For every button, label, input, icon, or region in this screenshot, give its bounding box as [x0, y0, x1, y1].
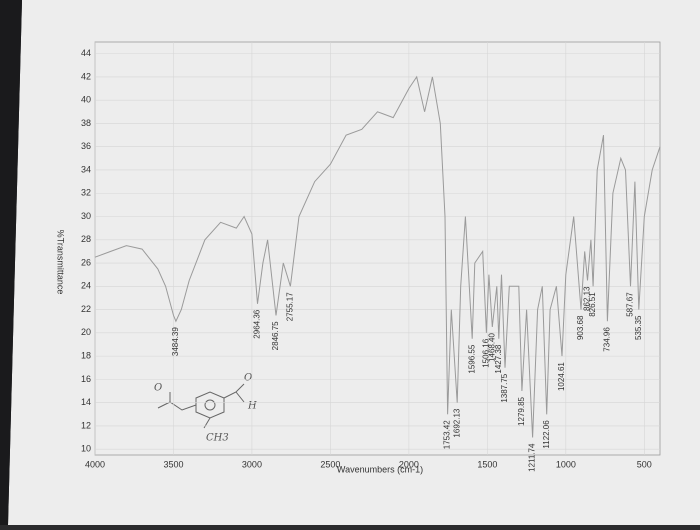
peak-label: 1211.74 — [528, 443, 537, 472]
peak-label: 1024.61 — [557, 362, 566, 391]
y-tick-label: 22 — [81, 304, 91, 314]
y-tick-label: 34 — [81, 164, 91, 174]
peak-label: 1279.85 — [517, 396, 526, 425]
peak-label: 734.96 — [603, 327, 612, 352]
spectrum-line — [94, 75, 661, 438]
y-tick-label: 14 — [81, 397, 91, 407]
peak-label: 1692.13 — [452, 408, 461, 437]
y-tick-label: 42 — [81, 71, 91, 81]
y-tick-label: 38 — [81, 118, 91, 128]
handwriting: O — [154, 383, 162, 394]
y-axis-label: %Transmittance — [56, 230, 66, 295]
handwriting: CH3 — [206, 433, 229, 444]
peak-label: 587.67 — [626, 292, 635, 317]
peak-label: 2964.36 — [253, 309, 262, 338]
y-tick-label: 28 — [81, 234, 91, 244]
y-tick-label: 44 — [81, 48, 91, 58]
y-tick-label: 26 — [81, 257, 91, 267]
shadow — [0, 0, 22, 525]
peak-label: 903.68 — [576, 315, 585, 340]
x-tick-label: 2500 — [320, 459, 340, 469]
x-tick-label: 4000 — [85, 459, 105, 469]
y-tick-label: 24 — [81, 281, 91, 291]
peak-label: 2755.17 — [285, 292, 294, 321]
x-axis-label: Wavenumbers (cm-1) — [337, 464, 423, 474]
x-tick-label: 500 — [637, 459, 652, 469]
paper — [8, 0, 700, 525]
y-tick-label: 16 — [81, 374, 91, 384]
peak-label: 1596.55 — [467, 344, 476, 373]
peak-label: 1753.42 — [443, 420, 452, 449]
handwriting: O — [244, 373, 252, 384]
y-tick-label: 40 — [81, 95, 91, 105]
peak-label: 1427.38 — [494, 344, 503, 373]
x-tick-label: 1000 — [556, 459, 576, 469]
y-tick-label: 10 — [81, 444, 91, 454]
y-tick-label: 18 — [81, 350, 91, 360]
peak-label: 1387.75 — [500, 373, 509, 402]
peak-label: 1468.40 — [487, 332, 496, 361]
y-tick-label: 32 — [81, 188, 91, 198]
x-tick-label: 2000 — [399, 459, 419, 469]
y-tick-label: 20 — [81, 327, 91, 337]
x-tick-label: 1500 — [477, 459, 497, 469]
peak-label: 1506.16 — [482, 338, 491, 367]
x-tick-label: 3000 — [242, 459, 262, 469]
peak-label: 862.13 — [583, 286, 592, 311]
y-tick-label: 30 — [81, 211, 91, 221]
y-tick-label: 12 — [81, 420, 91, 430]
peak-label: 826.51 — [588, 292, 597, 317]
peak-label: 535.35 — [634, 315, 643, 340]
peak-label: 3484.39 — [171, 327, 180, 356]
peak-label: 1122.06 — [542, 420, 551, 449]
molecule — [157, 383, 245, 429]
y-tick-label: 36 — [81, 141, 91, 151]
peak-label: 2846.75 — [271, 321, 280, 350]
x-tick-label: 3500 — [163, 459, 183, 469]
